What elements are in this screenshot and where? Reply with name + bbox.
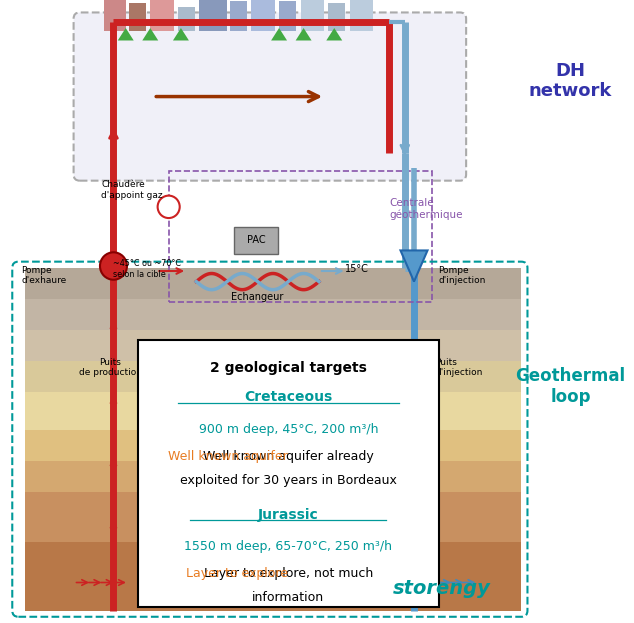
Text: Well known aquifer: Well known aquifer <box>168 450 288 463</box>
Text: DH
network: DH network <box>529 62 612 100</box>
Text: Pompe
d'exhaure: Pompe d'exhaure <box>22 265 67 285</box>
Text: Centrale
géothermique: Centrale géothermique <box>389 197 463 220</box>
Bar <box>25 542 521 611</box>
Circle shape <box>158 196 179 218</box>
Bar <box>129 3 146 31</box>
Text: exploited for 30 years in Bordeaux: exploited for 30 years in Bordeaux <box>180 474 397 487</box>
Text: Puits
d'injection: Puits d'injection <box>436 358 483 378</box>
Text: information: information <box>252 591 325 604</box>
Bar <box>25 492 521 542</box>
Bar <box>104 0 126 31</box>
Text: Cretaceous: Cretaceous <box>244 391 332 404</box>
Text: 2 geological targets: 2 geological targets <box>210 361 366 374</box>
FancyBboxPatch shape <box>138 340 439 607</box>
Text: 15°C: 15°C <box>345 264 368 274</box>
Bar <box>301 0 324 31</box>
Polygon shape <box>295 28 311 40</box>
Bar <box>25 268 521 299</box>
Circle shape <box>100 252 127 280</box>
Text: Jurassic: Jurassic <box>258 508 319 521</box>
Text: Puits
de production: Puits de production <box>79 358 142 378</box>
Text: Layer to explore: Layer to explore <box>186 568 288 580</box>
Bar <box>25 330 521 361</box>
Text: Chaudère
d'appoint gaz: Chaudère d'appoint gaz <box>101 180 163 200</box>
Text: Echangeur: Echangeur <box>231 292 284 302</box>
Bar <box>349 0 373 31</box>
Text: PAC: PAC <box>247 235 266 245</box>
Bar <box>25 299 521 330</box>
Polygon shape <box>271 28 287 40</box>
Text: Layer to explore, not much: Layer to explore, not much <box>204 568 373 580</box>
FancyBboxPatch shape <box>235 227 278 254</box>
FancyBboxPatch shape <box>74 12 466 181</box>
Polygon shape <box>142 28 158 40</box>
Polygon shape <box>327 28 342 40</box>
Bar <box>328 3 346 31</box>
Text: 900 m deep, 45°C, 200 m³/h: 900 m deep, 45°C, 200 m³/h <box>198 424 378 436</box>
Bar <box>178 7 195 31</box>
Text: Pompe
d'injection: Pompe d'injection <box>439 265 486 285</box>
Bar <box>25 392 521 430</box>
Bar <box>279 1 296 31</box>
Text: Geothermal
loop: Geothermal loop <box>515 367 626 406</box>
Bar <box>150 0 174 31</box>
Bar <box>25 361 521 392</box>
Text: ~45°C ou ~70°C
selon la cible: ~45°C ou ~70°C selon la cible <box>113 259 181 279</box>
Text: 1550 m deep, 65-70°C, 250 m³/h: 1550 m deep, 65-70°C, 250 m³/h <box>184 541 392 553</box>
Bar <box>252 0 275 31</box>
Text: storengy: storengy <box>392 579 491 598</box>
Bar <box>25 430 521 461</box>
Text: Well known aquifer already: Well known aquifer already <box>203 450 373 463</box>
Polygon shape <box>118 28 134 40</box>
Bar <box>230 1 247 31</box>
Polygon shape <box>173 28 189 40</box>
Bar <box>199 0 227 31</box>
Bar <box>25 461 521 492</box>
Polygon shape <box>401 250 427 282</box>
